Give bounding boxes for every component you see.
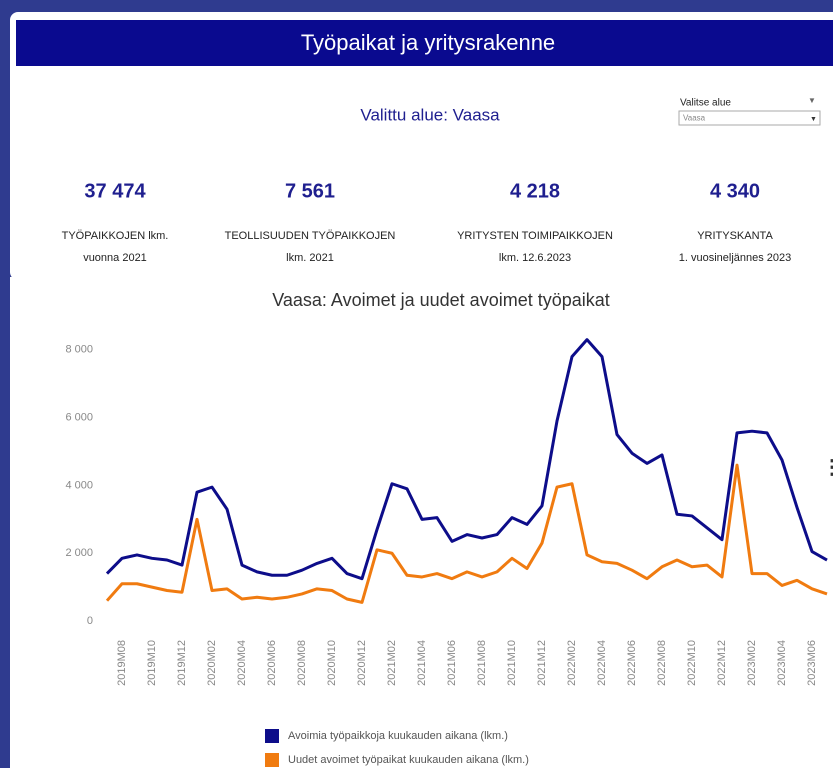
kpi-value: 37 474 <box>84 180 146 202</box>
x-tick-label: 2019M10 <box>146 640 158 686</box>
x-tick-label: 2023M06 <box>806 640 818 686</box>
x-tick-label: 2021M10 <box>506 640 518 686</box>
x-tick-label: 2019M12 <box>176 640 188 686</box>
x-tick-label: 2021M08 <box>476 640 488 686</box>
y-tick-label: 0 <box>87 615 93 627</box>
dropdown-value: Vaasa <box>683 114 706 123</box>
x-tick-label: 2021M06 <box>446 640 458 686</box>
page-title: Työpaikat ja yritysrakenne <box>301 30 555 55</box>
legend-swatch <box>265 729 279 743</box>
y-tick-label: 2 000 <box>65 547 93 559</box>
kpi-label: 1. vuosineljännes 2023 <box>679 252 792 264</box>
plot: 0 2 000 4 000 6 000 8 000 2019M08 2019M10 2019M… <box>65 338 828 767</box>
kpi-label: YRITYSKANTA <box>697 230 773 242</box>
series-line <box>105 463 828 604</box>
dropdown-arrow: ▼ <box>810 116 817 123</box>
x-tick-label: 2022M12 <box>716 640 728 686</box>
legend-label: Avoimia työpaikkoja kuukauden aikana (lk… <box>288 730 508 742</box>
x-tick-label: 2021M02 <box>386 640 398 686</box>
x-tick-label: 2020M10 <box>326 640 338 686</box>
kpi-value: 7 561 <box>285 180 335 202</box>
header-bar <box>16 20 833 66</box>
kpi-label: YRITYSTEN TOIMIPAIKKOJEN <box>457 230 613 242</box>
kpi-label: lkm. 2021 <box>286 252 334 264</box>
kpi-value: 4 218 <box>510 180 560 202</box>
x-tick-label: 2023M02 <box>746 640 758 686</box>
x-tick-label: 2020M08 <box>296 640 308 686</box>
x-tick-label: 2022M08 <box>656 640 668 686</box>
x-tick-label: 2021M12 <box>536 640 548 686</box>
x-tick-label: 2023M04 <box>776 640 788 686</box>
selector-label: Valitse alue <box>680 98 731 109</box>
y-tick-label: 6 000 <box>65 412 93 424</box>
legend-label: Uudet avoimet työpaikat kuukauden aikana… <box>288 754 529 766</box>
y-tick-label: 8 000 <box>65 344 93 356</box>
x-tick-label: 2022M02 <box>566 640 578 686</box>
x-tick-label: 2022M04 <box>596 640 608 686</box>
chart-card <box>10 277 833 768</box>
series-line <box>105 338 828 581</box>
kpi-value: 4 340 <box>710 180 760 202</box>
kpi-label: TEOLLISUUDEN TYÖPAIKKOJEN <box>225 230 396 242</box>
kpi-row: 37 474 TYÖPAIKKOJEN lkm. vuonna 2021 7 561 T… <box>62 180 792 264</box>
x-tick-label: 2020M02 <box>206 640 218 686</box>
selected-area: Valittu alue: Vaasa <box>360 105 500 124</box>
kpi-label: vuonna 2021 <box>83 252 147 264</box>
x-tick-label: 2022M06 <box>626 640 638 686</box>
x-tick-label: 2020M06 <box>266 640 278 686</box>
menu-icon[interactable]: ⋮ <box>822 456 833 478</box>
x-tick-label: 2022M10 <box>686 640 698 686</box>
legend-swatch <box>265 753 279 767</box>
y-tick-label: 4 000 <box>65 479 93 491</box>
kpi-card <box>10 12 833 280</box>
x-tick-label: 2020M04 <box>236 640 248 686</box>
x-tick-label: 2021M04 <box>416 640 428 686</box>
chart-title: Vaasa: Avoimet ja uudet avoimet työpaika… <box>272 290 610 310</box>
x-tick-label: 2019M08 <box>116 640 128 686</box>
kpi-label: lkm. 12.6.2023 <box>499 252 571 264</box>
area-dropdown[interactable] <box>678 110 821 126</box>
selector-arrow: ▼ <box>808 96 816 105</box>
x-tick-label: 2020M12 <box>356 640 368 686</box>
kpi-label: TYÖPAIKKOJEN lkm. <box>62 230 169 242</box>
